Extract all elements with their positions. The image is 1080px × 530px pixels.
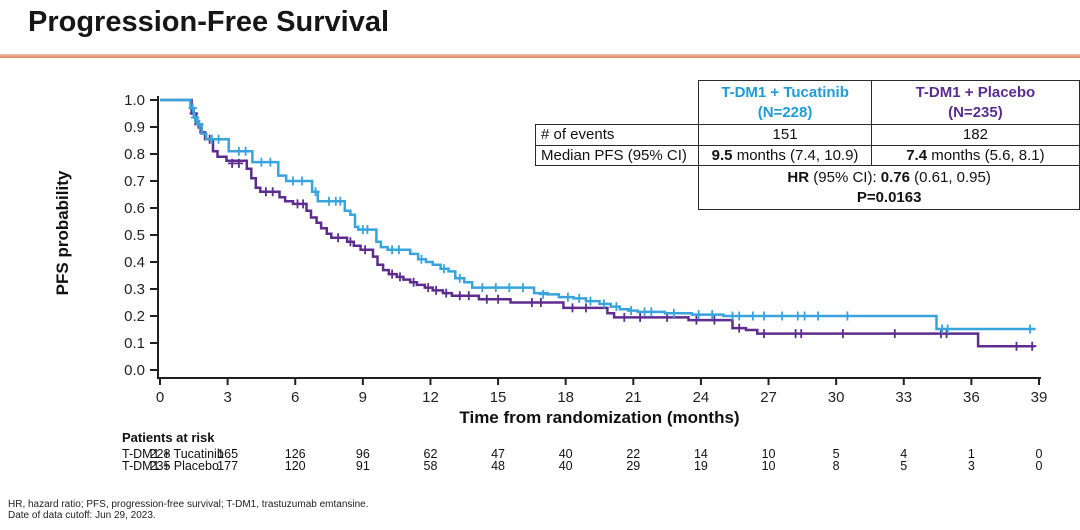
risk-count: 165 (217, 447, 239, 461)
stats-col-header-tucatinib: T-DM1 + Tucatinib (N=228) (698, 80, 872, 125)
risk-row-label-tucatinib: T-DM1 + Tucatinib (122, 447, 224, 461)
svg-text:12: 12 (422, 389, 439, 406)
svg-text:33: 33 (895, 389, 912, 406)
stats-events-placebo: 182 (870, 124, 1080, 146)
risk-count: 0 (1035, 447, 1043, 461)
censor-marks-tucatinib (188, 103, 1035, 334)
risk-count: 96 (355, 447, 370, 461)
risk-count: 48 (491, 459, 506, 473)
svg-text:0.1: 0.1 (124, 335, 145, 352)
stats-table: T-DM1 + Tucatinib (N=228) T-DM1 + Placeb… (534, 80, 1080, 210)
risk-count: 126 (284, 447, 306, 461)
page-title: Progression-Free Survival (28, 6, 390, 38)
risk-count: 40 (558, 447, 573, 461)
risk-count: 10 (761, 459, 776, 473)
svg-text:30: 30 (828, 389, 845, 406)
svg-text:24: 24 (693, 389, 710, 406)
y-axis-title: PFS probability (53, 170, 72, 295)
stats-row-median: Median PFS (95% CI) 9.5 months (7.4, 10.… (534, 144, 1080, 166)
stats-col-header-placebo: T-DM1 + Placebo (N=235) (870, 80, 1080, 125)
risk-count: 177 (217, 459, 239, 473)
title-accent-divider (0, 54, 1080, 58)
svg-text:15: 15 (490, 389, 507, 406)
x-axis-title: Time from randomization (months) (459, 408, 739, 427)
risk-count: 8 (832, 459, 840, 473)
svg-text:0.0: 0.0 (124, 362, 145, 379)
risk-count: 4 (900, 447, 908, 461)
risk-count: 0 (1035, 459, 1043, 473)
svg-text:0.2: 0.2 (124, 308, 145, 325)
risk-count: 62 (423, 447, 438, 461)
svg-text:0.8: 0.8 (124, 146, 145, 163)
svg-text:3: 3 (223, 389, 231, 406)
svg-text:0.9: 0.9 (124, 119, 145, 136)
svg-text:0.4: 0.4 (124, 254, 145, 271)
stats-median-tucatinib: 9.5 months (7.4, 10.9) (698, 144, 872, 166)
x-tick-labels: 0 3 6 9 12 15 18 21 24 27 30 33 36 39 (156, 389, 1048, 406)
risk-row-label-placebo: T-DM1 + Placebo (122, 459, 219, 473)
stats-header-row: T-DM1 + Tucatinib (N=228) T-DM1 + Placeb… (536, 80, 1080, 125)
svg-text:0.7: 0.7 (124, 173, 145, 190)
stats-col-header-tucatinib-name: T-DM1 + Tucatinib (721, 84, 849, 101)
svg-text:0.5: 0.5 (124, 227, 145, 244)
stats-median-placebo: 7.4 months (5.6, 8.1) (870, 144, 1080, 166)
svg-text:6: 6 (291, 389, 299, 406)
risk-count: 5 (900, 459, 908, 473)
risk-count: 235 (149, 459, 171, 473)
risk-count: 91 (355, 459, 370, 473)
svg-text:9: 9 (359, 389, 367, 406)
svg-text:0.6: 0.6 (124, 200, 145, 217)
y-tick-labels: 1.0 0.9 0.8 0.7 0.6 0.5 0.4 0.3 0.2 0.1 0.0 (124, 92, 145, 379)
risk-count: 29 (626, 459, 641, 473)
risk-count: 58 (423, 459, 438, 473)
svg-text:0.3: 0.3 (124, 281, 145, 298)
risk-count: 120 (284, 459, 306, 473)
risk-count: 10 (761, 447, 776, 461)
risk-count: 1 (967, 447, 975, 461)
stats-empty-cell (536, 81, 699, 125)
stats-col-header-placebo-name: T-DM1 + Placebo (915, 84, 1036, 101)
stats-events-tucatinib: 151 (698, 124, 872, 146)
hr-line: HR (95% CI): 0.76 (0.61, 0.95) (787, 169, 991, 186)
svg-text:0: 0 (156, 389, 164, 406)
risk-count: 22 (626, 447, 641, 461)
svg-text:27: 27 (760, 389, 777, 406)
axes (150, 96, 1041, 385)
svg-text:39: 39 (1031, 389, 1048, 406)
risk-count: 14 (693, 447, 708, 461)
footnote-data-cutoff: Date of data cutoff: Jun 29, 2023. (8, 510, 156, 521)
stats-col-header-tucatinib-n: (N=228) (757, 103, 813, 121)
stats-empty-cell (536, 166, 699, 210)
svg-text:1.0: 1.0 (124, 92, 145, 109)
risk-count: 3 (967, 459, 975, 473)
svg-text:36: 36 (963, 389, 980, 406)
risk-count: 5 (832, 447, 840, 461)
stats-hr-pvalue-cell: HR (95% CI): 0.76 (0.61, 0.95) P=0.0163 (698, 165, 1080, 210)
km-curve-placebo (160, 98, 1035, 348)
patients-at-risk-heading: Patients at risk (122, 430, 215, 445)
stats-col-header-placebo-n: (N=235) (948, 103, 1003, 121)
svg-text:18: 18 (557, 389, 574, 406)
stats-row-events: # of events 151 182 (534, 124, 1080, 146)
risk-count: 19 (693, 459, 708, 473)
pvalue-line: P=0.0163 (856, 188, 922, 206)
risk-count: 40 (558, 459, 573, 473)
risk-count: 228 (149, 447, 171, 461)
stats-row-events-label: # of events (534, 124, 700, 146)
risk-count: 47 (491, 447, 506, 461)
stats-footer-row: HR (95% CI): 0.76 (0.61, 0.95) P=0.0163 (536, 165, 1080, 210)
svg-text:21: 21 (625, 389, 642, 406)
stats-row-median-label: Median PFS (95% CI) (534, 144, 700, 166)
footnote-abbreviations: HR, hazard ratio; PFS, progression-free … (8, 499, 369, 510)
